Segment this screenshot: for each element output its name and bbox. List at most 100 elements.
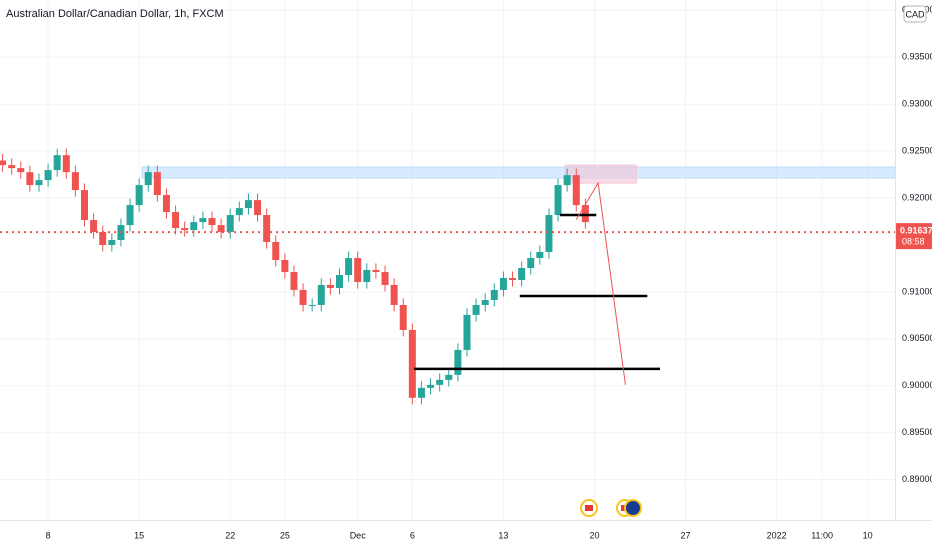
candle-body <box>581 205 589 223</box>
candle-body <box>445 374 453 380</box>
candle-body <box>281 260 289 273</box>
candle-body <box>226 215 234 233</box>
x-tick-label: 25 <box>280 530 290 540</box>
candle-body <box>518 267 526 280</box>
candle-body <box>99 232 107 245</box>
candle-body <box>199 218 207 223</box>
y-tick-label: 0.93000 <box>902 99 932 109</box>
zone <box>564 164 637 184</box>
candle-body <box>345 258 353 276</box>
axes: 0.89000 0.89500 0.90000 0.90500 0.91000 0.920… <box>46 5 932 540</box>
candle-body <box>299 289 307 305</box>
candle-body <box>26 172 34 186</box>
candle-body <box>354 258 362 282</box>
y-tick-label: 0.91000 <box>902 286 932 296</box>
candle-body <box>126 205 134 226</box>
candle-body <box>17 168 25 173</box>
candle-body <box>527 258 535 268</box>
candle-body <box>235 208 243 216</box>
candle-body <box>436 379 444 385</box>
candle-body <box>135 185 143 206</box>
y-tick-label: 0.90500 <box>902 333 932 343</box>
last-price-label: 0.91637 <box>900 225 932 235</box>
candle-body <box>390 284 398 305</box>
y-tick-label: 0.90000 <box>902 380 932 390</box>
candle-body <box>417 387 425 398</box>
candle-body <box>44 170 52 181</box>
candle-body <box>308 304 316 306</box>
x-tick-label: 15 <box>134 530 144 540</box>
y-tick-label: 0.89500 <box>902 427 932 437</box>
candle-body <box>71 172 79 191</box>
candle-body <box>90 220 98 233</box>
candle-body <box>8 165 16 169</box>
candle-body <box>181 228 189 231</box>
candle-body <box>35 180 43 186</box>
candle-body <box>254 200 262 216</box>
candle-body <box>190 222 198 231</box>
candle-body <box>208 218 216 226</box>
candle-body <box>53 155 61 171</box>
x-tick-label: 8 <box>46 530 51 540</box>
x-tick-label: 20 <box>589 530 599 540</box>
candle-body <box>563 175 571 186</box>
event-icon[interactable] <box>624 499 642 517</box>
x-tick-label: Dec <box>350 530 367 540</box>
candle-body <box>217 225 225 233</box>
x-tick-label: 11:00 <box>811 530 833 540</box>
candle-body <box>244 200 252 209</box>
event-flag <box>585 505 593 511</box>
candle-body <box>427 384 435 388</box>
candle-body <box>81 190 89 221</box>
candle-body <box>326 284 334 288</box>
y-tick-label: 0.92500 <box>902 145 932 155</box>
candle-body <box>144 172 152 186</box>
candle-body <box>363 269 371 282</box>
chart-title: Australian Dollar/Canadian Dollar, 1h, F… <box>6 8 224 20</box>
y-tick-label: 0.93500 <box>902 52 932 62</box>
candle-body <box>153 172 161 196</box>
candle-body <box>272 241 280 260</box>
y-tick-label: 0.92000 <box>902 192 932 202</box>
x-tick-label: 13 <box>498 530 508 540</box>
candle-body <box>454 349 462 375</box>
candle-body <box>572 175 580 206</box>
candle-body <box>317 284 325 305</box>
x-tick-label: 2022 <box>767 530 787 540</box>
candle-body <box>372 269 380 273</box>
x-tick-label: 22 <box>225 530 235 540</box>
currency-label[interactable]: CAD <box>905 9 925 19</box>
candle-body <box>290 272 298 290</box>
candle-body <box>162 195 170 213</box>
candle-body <box>499 278 507 290</box>
x-tick-label: 27 <box>681 530 691 540</box>
y-tick-label: 0.89000 <box>902 474 932 484</box>
candle-body <box>408 329 416 398</box>
candle-body <box>108 240 116 245</box>
candle-body <box>172 212 180 229</box>
candle-body <box>509 278 517 280</box>
candle-body <box>554 185 562 216</box>
candle-body <box>536 252 544 259</box>
candle-body <box>472 304 480 315</box>
candle-body <box>62 155 70 173</box>
candle-body <box>399 304 407 330</box>
candle-body <box>545 215 553 253</box>
candle-body <box>463 314 471 350</box>
x-tick-label: 10 <box>863 530 873 540</box>
candle-body <box>381 272 389 285</box>
countdown-label: 08:58 <box>902 236 925 246</box>
candle-body <box>335 275 343 288</box>
candle-body <box>490 289 498 300</box>
zone <box>141 166 896 179</box>
candle-body <box>481 299 489 305</box>
candle-body <box>263 215 271 242</box>
currency-badge[interactable] <box>903 5 927 23</box>
x-tick-label: 6 <box>410 530 415 540</box>
candle-body <box>0 160 7 166</box>
projection-line <box>575 181 626 385</box>
last-price-box <box>896 223 932 250</box>
